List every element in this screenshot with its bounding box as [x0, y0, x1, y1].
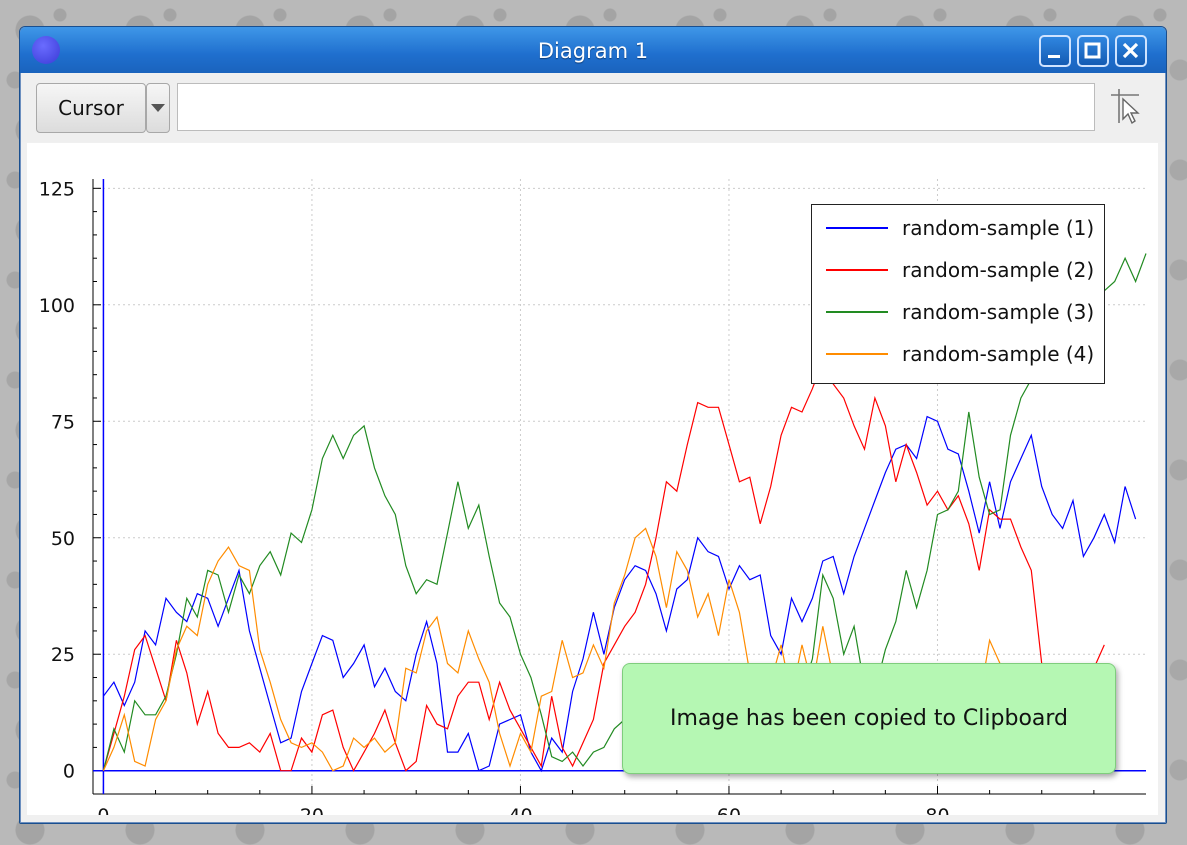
legend-swatch — [826, 269, 888, 271]
legend-item: random-sample (3) — [824, 294, 1100, 330]
y-tick-label: 125 — [39, 178, 75, 200]
y-tick-label: 75 — [51, 411, 75, 433]
close-button[interactable] — [1115, 35, 1147, 67]
x-tick-label: 60 — [717, 805, 741, 815]
toolbar: Cursor — [21, 74, 1165, 142]
y-tick-label: 100 — [39, 295, 75, 317]
maximize-button[interactable] — [1077, 35, 1109, 67]
line-chart[interactable]: 0 25 50 75 100 125 0 20 40 60 80 — [27, 143, 1158, 815]
legend-item: random-sample (2) — [824, 252, 1100, 288]
y-tick-label: 25 — [51, 644, 75, 666]
x-tick-label: 80 — [925, 805, 949, 815]
legend-item: random-sample (4) — [824, 336, 1100, 372]
cursor-dropdown-button[interactable] — [146, 83, 170, 133]
series-line-2 — [102, 359, 1105, 773]
minimize-button[interactable] — [1039, 35, 1071, 67]
x-tick-label: 20 — [300, 805, 324, 815]
diagram-window: Diagram 1 Cursor 0 25 50 75 100 125 0 20 40 60 80 … — [19, 26, 1167, 824]
legend-swatch — [826, 311, 888, 313]
clipboard-notification: Image has been copied to Clipboard — [622, 663, 1116, 774]
x-tick-label: 40 — [508, 805, 532, 815]
plot-area[interactable]: 0 25 50 75 100 125 0 20 40 60 80 random-sample (1)… — [27, 143, 1158, 815]
minimize-icon — [1048, 55, 1060, 58]
crosshair-pointer-icon[interactable] — [1107, 87, 1143, 127]
title-bar[interactable]: Diagram 1 — [20, 27, 1166, 73]
legend-label: random-sample (2) — [902, 258, 1095, 282]
maximize-icon — [1084, 42, 1101, 59]
legend-label: random-sample (1) — [902, 216, 1095, 240]
legend-item: random-sample (1) — [824, 210, 1100, 246]
chart-legend: random-sample (1) random-sample (2) random… — [811, 204, 1105, 384]
legend-label: random-sample (3) — [902, 300, 1095, 324]
window-title: Diagram 1 — [537, 39, 649, 63]
coordinate-field[interactable] — [177, 83, 1095, 131]
legend-label: random-sample (4) — [902, 342, 1095, 366]
y-tick-label: 50 — [51, 528, 75, 550]
legend-swatch — [826, 227, 888, 229]
chevron-down-icon — [151, 104, 165, 112]
close-icon — [1122, 42, 1139, 59]
x-tick-label: 0 — [97, 805, 109, 815]
legend-swatch — [826, 353, 888, 355]
cursor-button[interactable]: Cursor — [36, 83, 146, 133]
series-line-1 — [102, 415, 1137, 773]
y-tick-label: 0 — [63, 761, 75, 783]
app-circle-icon[interactable] — [32, 36, 60, 64]
